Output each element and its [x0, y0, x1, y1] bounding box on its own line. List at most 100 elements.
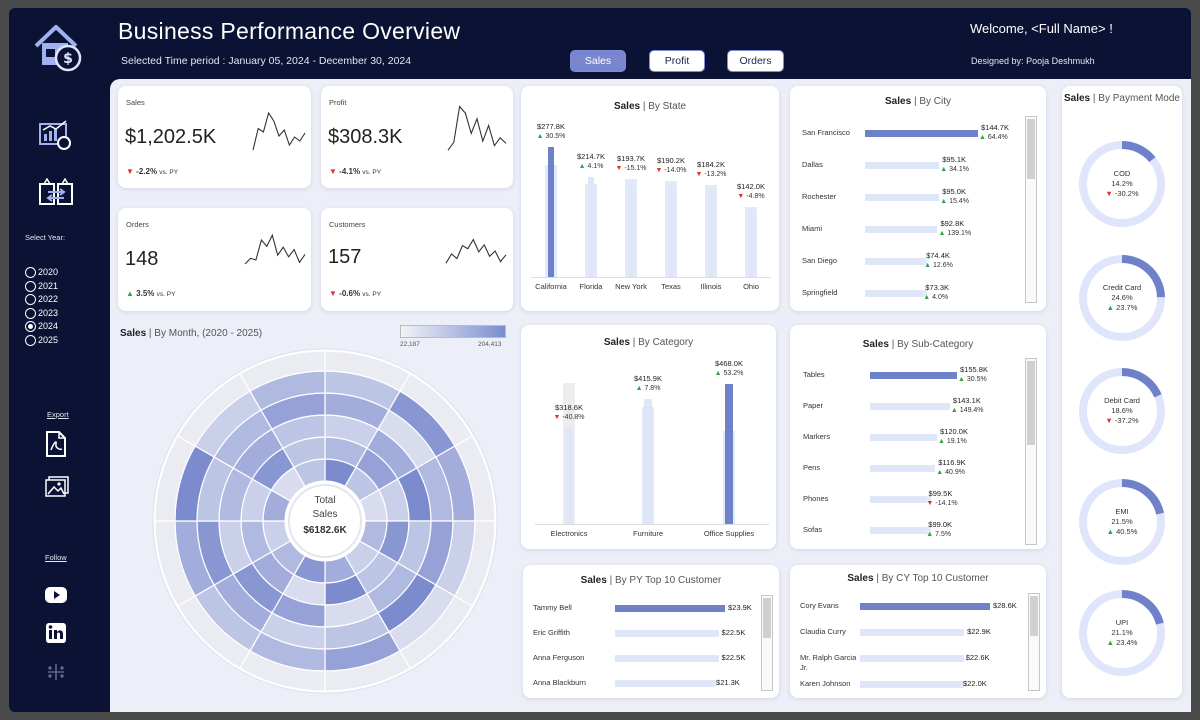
- subcategory-label: Sofas: [803, 525, 823, 534]
- year-radio-2021[interactable]: 2021: [25, 280, 58, 293]
- category-label: Electronics: [550, 529, 588, 538]
- state-value: $193.7K: [617, 154, 645, 163]
- payment-label: UPI 21.1% ▲ 23.4%: [1062, 618, 1182, 648]
- kpi-delta-value: 3.5%: [136, 289, 155, 298]
- state-bar[interactable]: [668, 188, 674, 277]
- center-label-1: Total: [314, 495, 336, 506]
- category-delta: ▲ 53.2%: [714, 369, 744, 377]
- py-customer-bar[interactable]: [615, 680, 714, 687]
- city-value: $144.7K: [981, 123, 1009, 132]
- subcategory-bar[interactable]: [870, 527, 926, 534]
- category-bar[interactable]: [565, 428, 573, 524]
- state-bar[interactable]: [708, 191, 714, 277]
- payment-name: Credit Card: [1102, 283, 1142, 292]
- transfer-boxes-icon[interactable]: [36, 178, 76, 208]
- payment-name: UPI: [1115, 618, 1129, 627]
- city-scrollbar[interactable]: [1025, 116, 1037, 303]
- state-bar[interactable]: [588, 176, 594, 277]
- year-radio-2023[interactable]: 2023: [25, 307, 58, 320]
- city-bar[interactable]: [865, 162, 940, 169]
- title-bold: Sales: [847, 573, 874, 584]
- donut-share-arc: [1079, 255, 1165, 341]
- category-bar[interactable]: [725, 383, 733, 524]
- scroll-thumb[interactable]: [763, 598, 771, 638]
- year-radio-2025[interactable]: 2025: [25, 334, 58, 347]
- youtube-icon[interactable]: [44, 585, 68, 605]
- cy-customer-bar[interactable]: [860, 655, 963, 662]
- cy-customer-bar[interactable]: [860, 681, 960, 688]
- py-customer-label: Tammy Bell: [533, 603, 572, 612]
- analytics-report-icon[interactable]: [38, 118, 74, 152]
- cy-customer-bar[interactable]: [860, 629, 965, 636]
- house-dollar-icon[interactable]: $: [32, 22, 84, 72]
- py-customer-bar[interactable]: [615, 630, 719, 637]
- title-rest: | By City: [913, 96, 951, 107]
- city-bar[interactable]: [865, 194, 940, 201]
- state-bar[interactable]: [628, 186, 634, 277]
- city-bar[interactable]: [865, 290, 923, 297]
- card-title: Sales | By Category: [521, 337, 776, 348]
- payment-share: 18.6%: [1111, 406, 1133, 415]
- py-customer-value: $23.9K: [728, 603, 752, 612]
- kpi-delta-suffix: vs. PY: [362, 169, 382, 176]
- radio-selected-icon: [25, 321, 36, 333]
- category-bar[interactable]: [644, 399, 652, 524]
- linkedin-icon[interactable]: [45, 622, 67, 644]
- title-bold: Sales: [1063, 93, 1091, 104]
- city-bar[interactable]: [865, 258, 924, 265]
- payment-delta: ▼ -37.2%: [1105, 416, 1139, 425]
- month-segment[interactable]: [239, 350, 326, 392]
- tab-sales[interactable]: Sales: [570, 50, 626, 72]
- city-bar[interactable]: [865, 226, 938, 233]
- city-bar[interactable]: [865, 130, 978, 137]
- state-bar[interactable]: [748, 210, 754, 277]
- scroll-thumb[interactable]: [1027, 361, 1035, 445]
- payment-donut[interactable]: [1078, 140, 1166, 228]
- category-value: $415.9K: [634, 374, 662, 384]
- kpi-delta-suffix: vs. PY: [159, 169, 179, 176]
- scroll-thumb[interactable]: [1030, 596, 1038, 636]
- city-label: Springfield: [802, 288, 838, 297]
- payment-label: Credit Card 24.6% ▲ 23.7%: [1062, 283, 1182, 313]
- payment-donut[interactable]: [1078, 589, 1166, 677]
- payment-donut[interactable]: [1078, 478, 1166, 566]
- py-customer-bar[interactable]: [615, 655, 719, 662]
- city-value: $74.4K: [926, 251, 950, 260]
- state-delta: ▼ -14.0%: [655, 167, 687, 175]
- cy-customer-label: Cory Evans: [800, 601, 839, 610]
- pdf-icon[interactable]: [45, 430, 67, 458]
- kpi-card-profit: Profit $308.3K ▼ -4.1% vs. PY: [321, 86, 513, 188]
- payment-donut[interactable]: [1078, 367, 1166, 455]
- cy-scrollbar[interactable]: [1028, 593, 1040, 691]
- cy-customer-bar[interactable]: [860, 603, 990, 610]
- subcategory-bar[interactable]: [870, 434, 937, 441]
- year-radio-2022[interactable]: 2022: [25, 293, 58, 306]
- state-bar[interactable]: [548, 147, 554, 277]
- title-bold: Sales: [613, 101, 641, 112]
- category-label: Furniture: [632, 529, 663, 538]
- state-value: $190.2K: [657, 156, 685, 166]
- subcategory-label: Phones: [803, 494, 829, 503]
- state-delta: ▼ -13.2%: [695, 170, 727, 178]
- tab-orders[interactable]: Orders: [727, 50, 784, 72]
- subcategory-bar[interactable]: [870, 465, 936, 472]
- subcategory-scrollbar[interactable]: [1025, 358, 1037, 545]
- tab-profit[interactable]: Profit: [649, 50, 705, 72]
- title-rest: | By Payment Mode: [1092, 93, 1180, 104]
- center-total-value: $6182.6K: [303, 525, 347, 536]
- export-link[interactable]: Export: [47, 410, 69, 419]
- subcategory-bar[interactable]: [870, 496, 926, 503]
- scroll-thumb[interactable]: [1027, 119, 1035, 179]
- city-label: San Diego: [802, 256, 838, 265]
- state-label: New York: [615, 282, 647, 291]
- year-radio-2020[interactable]: 2020: [25, 266, 58, 279]
- center-label-2: Sales: [312, 509, 338, 520]
- year-radio-2024[interactable]: 2024: [25, 320, 58, 333]
- subcategory-bar[interactable]: [870, 403, 950, 410]
- py-customer-bar[interactable]: [615, 605, 725, 612]
- py-scrollbar[interactable]: [761, 595, 773, 691]
- subcategory-bar[interactable]: [870, 372, 957, 379]
- payment-donut[interactable]: [1078, 254, 1166, 342]
- tableau-icon[interactable]: [45, 661, 67, 683]
- image-icon[interactable]: [44, 475, 70, 499]
